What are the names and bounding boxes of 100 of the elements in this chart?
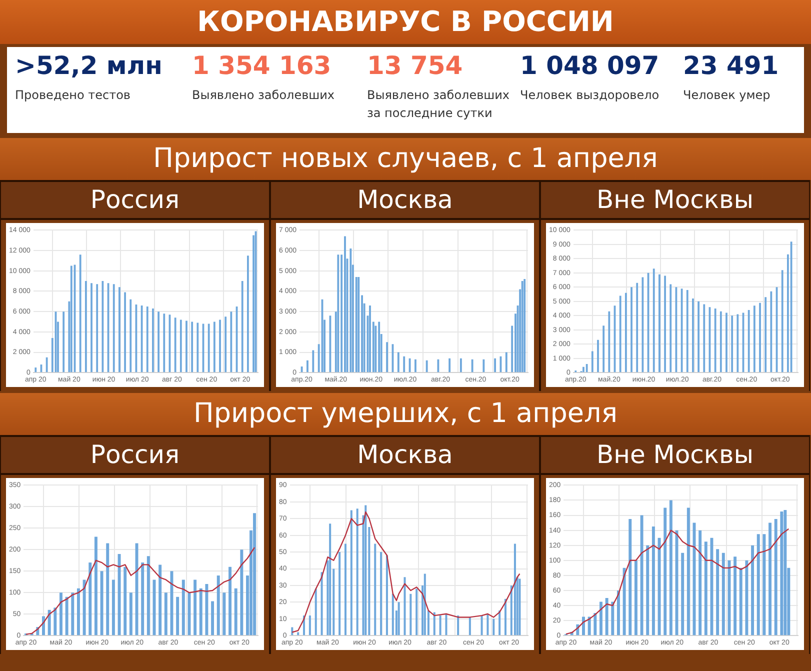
bar [71, 592, 74, 636]
bar [611, 602, 614, 636]
bar [164, 592, 168, 636]
bar [118, 554, 121, 636]
bar [364, 505, 367, 636]
bar [253, 513, 256, 636]
bar [492, 618, 495, 636]
bar [211, 601, 214, 636]
bar [652, 526, 655, 636]
bar [457, 616, 460, 636]
bar [664, 508, 667, 636]
chart-title: Москва [271, 435, 539, 475]
bar [514, 544, 516, 636]
bar [498, 610, 501, 636]
bar [356, 508, 358, 636]
bar [199, 588, 202, 636]
bar [739, 568, 742, 636]
bar [65, 596, 68, 636]
chart-title: Россия [1, 180, 269, 220]
bar [588, 616, 591, 636]
bar [658, 538, 661, 636]
bar [634, 560, 638, 636]
bar [745, 560, 748, 636]
bar [76, 588, 80, 636]
bar [392, 594, 394, 636]
bar [504, 598, 506, 636]
bar [329, 524, 332, 636]
bar [774, 519, 778, 636]
bar [582, 616, 585, 636]
chart-title: Москва [271, 180, 539, 220]
bar [628, 519, 632, 636]
text: 1 354 163 [192, 51, 332, 80]
bar [468, 617, 471, 636]
bar [710, 538, 714, 636]
text: 1 048 097 [520, 51, 660, 80]
bar [314, 588, 317, 636]
bar [433, 612, 436, 636]
bar [216, 575, 220, 636]
bar [605, 598, 608, 636]
bar [734, 556, 737, 636]
bar [780, 512, 784, 636]
bar [94, 536, 98, 636]
bar [518, 578, 521, 636]
bar [404, 577, 406, 636]
bar [320, 572, 323, 636]
bar [722, 552, 725, 636]
text: 13 754 [367, 51, 464, 80]
bar [751, 545, 754, 636]
text: Прирост умерших, с 1 апреля [0, 393, 811, 435]
bar [439, 616, 442, 636]
bar [445, 614, 448, 636]
text: >52,2 млн [15, 51, 162, 80]
bar [234, 588, 238, 636]
bar [48, 610, 51, 636]
text: КОРОНАВИРУС В РОССИИ [0, 0, 811, 44]
bar [640, 515, 644, 636]
bar [728, 560, 731, 636]
bar [398, 602, 400, 636]
bar [146, 556, 150, 636]
bar [681, 552, 684, 636]
bar [188, 592, 191, 636]
bar [82, 580, 86, 636]
bar [669, 500, 672, 636]
bar [60, 592, 62, 636]
bar [141, 562, 144, 636]
bar [784, 510, 787, 636]
bar [486, 614, 489, 636]
bar [756, 534, 760, 636]
bar [698, 530, 702, 636]
bar [646, 545, 650, 636]
bar [170, 571, 174, 636]
bar [386, 555, 388, 636]
bar [338, 552, 341, 636]
bar [129, 592, 132, 636]
bar [54, 608, 57, 636]
text: 23 491 [683, 51, 779, 80]
bar [88, 562, 92, 636]
bar [716, 549, 720, 636]
bar [158, 564, 162, 636]
bar [374, 544, 376, 636]
text: Человек умер [683, 87, 772, 104]
bar [704, 542, 708, 636]
text: Проведено тестов [15, 87, 132, 104]
bar [344, 544, 346, 636]
bar [106, 543, 110, 636]
chart-title: Россия [1, 435, 269, 475]
bar [350, 510, 352, 636]
text: Прирост новых случаев, с 1 апреля [0, 138, 811, 180]
chart-title: Вне Москвы [541, 435, 809, 475]
text: Выявлено заболевших [192, 87, 335, 104]
bar [291, 627, 294, 636]
bar [416, 588, 418, 636]
bar [380, 552, 382, 636]
bar [424, 574, 426, 636]
bar [308, 616, 311, 636]
bar [228, 566, 232, 636]
bar [112, 580, 115, 636]
bar [599, 602, 602, 636]
text: Человек выздоровело [520, 87, 660, 104]
bar [768, 522, 772, 636]
